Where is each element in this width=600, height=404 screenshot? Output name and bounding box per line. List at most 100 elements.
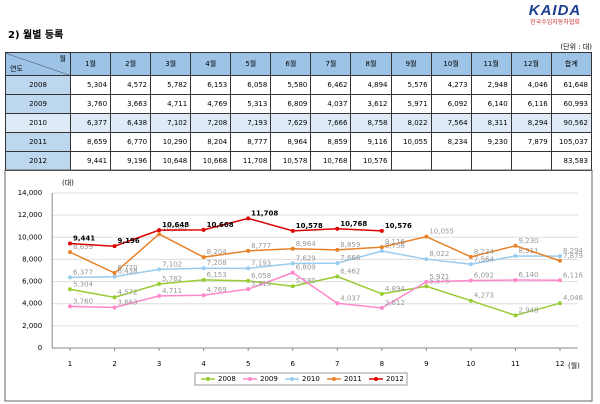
data-point [424,234,429,239]
legend-label: 2011 [344,375,362,383]
data-label: 9,441 [73,234,95,242]
x-tick-label: 8 [380,360,384,368]
data-point [379,228,384,233]
x-tick-label: 2 [112,360,116,368]
data-label: 10,768 [340,220,367,228]
data-label: 10,055 [429,228,454,236]
data-label: 4,769 [207,286,227,294]
data-label: 8,204 [207,248,228,256]
data-label: 7,564 [474,255,495,263]
data-point [157,267,162,272]
column-header: 6월 [270,52,312,76]
y-tick-label: 14,000 [18,189,43,197]
data-label: 6,377 [73,268,93,276]
data-point [201,277,206,282]
data-point [157,293,162,298]
data-point [335,247,340,252]
series-line [69,233,561,274]
data-point [246,278,251,283]
table-row: 2008 5,304 4,572 5,782 6,153 6,058 5,580 6,462 4… [5,75,593,95]
data-label: 8,294 [563,247,584,255]
data-label: 4,572 [118,288,138,296]
data-point [68,275,73,280]
series-line [69,271,560,309]
data-point [379,291,384,296]
cell: 8,758 [350,113,392,133]
y-tick-label: 12,000 [18,211,43,219]
data-label: 7,102 [162,260,182,268]
data-point [290,270,295,275]
section-title: 2) 월별 등록 [8,30,64,41]
data-point [112,244,117,249]
data-point [424,279,429,284]
data-point [246,287,251,292]
data-point [112,274,117,279]
cell: 6,438 [110,113,152,133]
x-tick-label: 11 [511,360,520,368]
data-label: 5,304 [73,280,94,288]
data-point [379,249,384,254]
column-header: 10월 [430,52,472,76]
data-point [335,261,340,266]
data-point [513,278,518,283]
corner-top: 월 [59,55,66,63]
data-point [379,306,384,311]
data-label: 6,153 [207,271,227,279]
x-unit: (월) [568,361,580,370]
data-label: 9,196 [118,237,140,245]
x-tick-label: 12 [556,360,565,368]
data-label: 3,760 [73,297,93,305]
legend-marker [332,377,336,381]
legend-marker [290,377,294,381]
data-label: 3,612 [385,299,405,307]
data-label: 7,879 [563,252,583,260]
data-label: 6,462 [340,267,360,275]
series-line [70,250,560,279]
cell: 7,102 [150,113,192,133]
y-tick-label: 8,000 [22,255,42,263]
data-label: 3,663 [118,298,138,306]
x-tick-label: 1 [68,360,72,368]
table-row: 2009 3,760 3,663 4,711 4,769 5,313 6,809 4,037 3… [5,94,593,114]
data-point [201,293,206,298]
data-label: 7,208 [207,259,227,267]
legend-marker [206,377,210,381]
x-tick-label: 3 [157,360,161,368]
data-point [468,254,473,259]
data-label: 6,809 [296,264,316,272]
data-point [513,253,518,258]
data-label: 9,230 [518,237,538,245]
data-label: 11,708 [251,209,278,217]
legend-label: 2010 [302,375,320,383]
data-point [112,305,117,310]
y-tick-label: 4,000 [22,300,42,308]
data-label: 4,273 [474,292,494,300]
data-point [246,248,251,253]
data-point [468,278,473,283]
data-point [157,281,162,286]
data-label: 8,777 [251,242,271,250]
data-point [246,266,251,271]
unit: (단위 : 대) [560,43,592,51]
data-label: 10,290 [162,225,187,233]
data-label: 5,971 [429,273,449,281]
data-point [201,266,206,271]
data-point [112,295,117,300]
data-point [68,287,73,292]
legend-box [194,372,408,386]
cell: 7,193 [230,113,272,133]
logo-text: KAIDA [528,2,582,19]
data-point [468,298,473,303]
series-line [69,275,561,317]
corner-bottom: 연도 [10,65,23,73]
year-cell: 2008 [5,75,71,95]
x-tick-label: 9 [424,360,428,368]
data-label: 8,234 [474,248,495,256]
x-tick-label: 5 [246,360,250,368]
data-label: 5,313 [251,280,271,288]
x-tick-label: 6 [290,360,295,368]
data-label: 4,037 [340,294,360,302]
x-tick-label: 7 [335,360,339,368]
